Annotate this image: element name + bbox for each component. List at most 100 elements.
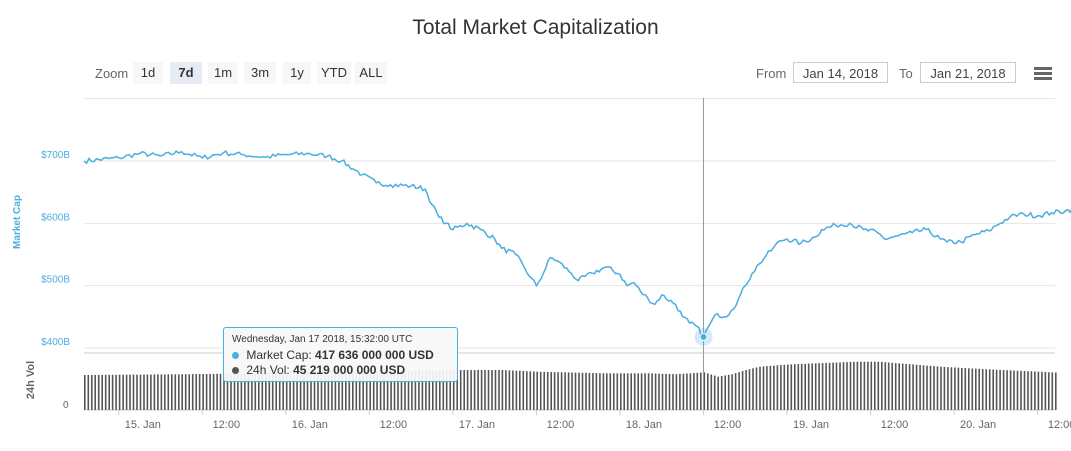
volume-bar	[84, 375, 86, 410]
volume-bar	[776, 365, 779, 410]
grid-lines	[84, 98, 1055, 411]
volume-bar	[456, 370, 458, 410]
volume-bar	[1048, 372, 1050, 410]
zoom-button-1m[interactable]: 1m	[208, 62, 238, 84]
volume-bar	[209, 373, 211, 410]
tooltip-market-cap-label: Market Cap:	[246, 348, 312, 362]
volume-bar	[480, 370, 483, 410]
volume-bar	[501, 370, 504, 410]
volume-bar	[908, 364, 911, 410]
volume-bar	[731, 374, 733, 410]
volume-bar	[414, 370, 417, 410]
volume-bar	[258, 373, 260, 410]
volume-bar	[184, 374, 187, 410]
volume-bar	[679, 373, 681, 410]
volume-axis-title: 24h Vol	[25, 361, 37, 399]
volume-bar	[783, 364, 786, 410]
volume-bar	[588, 372, 591, 410]
y-tick-label: $700B	[41, 150, 70, 161]
volume-bar	[519, 370, 521, 410]
volume-bar	[522, 371, 525, 410]
volume-bar	[491, 370, 493, 410]
volume-bar	[700, 372, 702, 410]
hamburger-menu-icon[interactable]	[1034, 67, 1052, 81]
volume-bar	[727, 374, 730, 410]
volume-bar	[849, 361, 852, 410]
volume-bar	[599, 373, 601, 410]
volume-bar	[157, 374, 159, 410]
volume-bar	[546, 371, 549, 410]
x-tick-label: 19. Jan	[793, 419, 829, 431]
volume-bar	[971, 368, 974, 410]
volume-bar	[717, 376, 719, 410]
volume-bar	[494, 370, 497, 410]
zoom-button-7d[interactable]: 7d	[170, 62, 202, 84]
volume-bar	[846, 362, 848, 410]
market-cap-dot-icon	[232, 352, 239, 360]
tooltip-market-cap-row: Market Cap: 417 636 000 000 USD	[232, 348, 449, 363]
zoom-button-3m[interactable]: 3m	[244, 62, 276, 84]
volume-bar	[814, 363, 817, 410]
volume-bar	[306, 371, 309, 410]
volume-bar	[452, 370, 455, 410]
volume-bar	[1051, 372, 1054, 410]
zoom-button-all[interactable]: ALL	[355, 62, 387, 84]
volume-bar	[1034, 371, 1036, 410]
volume-bar	[129, 374, 131, 410]
volume-bar	[223, 373, 225, 411]
volume-bar	[957, 367, 960, 410]
volume-bar	[536, 371, 538, 410]
x-tick-label: 12:00	[213, 419, 241, 431]
volume-bar	[741, 371, 744, 410]
volume-bar	[828, 362, 831, 410]
volume-bar	[115, 374, 117, 411]
x-tick-label: 18. Jan	[626, 419, 662, 431]
volume-bar	[435, 370, 438, 410]
volume-bar	[881, 361, 883, 410]
volume-bar	[178, 374, 180, 411]
zoom-button-1d[interactable]: 1d	[133, 62, 163, 84]
volume-bar	[707, 373, 709, 410]
volume-bar	[623, 373, 625, 410]
volume-bar	[265, 373, 267, 410]
volume-bar	[995, 369, 998, 410]
volume-bar	[261, 373, 264, 410]
volume-bar	[981, 369, 984, 410]
volume-bar	[125, 374, 128, 410]
volume-bar	[108, 374, 110, 410]
x-tick-label: 12:00	[714, 419, 742, 431]
volume-bar	[926, 365, 928, 410]
volume-bar	[790, 364, 793, 410]
y-tick-label: $400B	[41, 337, 70, 348]
volume-bar	[842, 362, 845, 410]
volume-bar	[425, 370, 427, 410]
volume-bar	[950, 367, 953, 410]
volume-bar	[720, 376, 723, 410]
volume-bar	[254, 373, 257, 410]
range-to-input[interactable]: Jan 21, 2018	[920, 62, 1016, 83]
range-from-input[interactable]: Jan 14, 2018	[793, 62, 888, 83]
volume-bar	[198, 374, 201, 410]
volume-bar	[856, 361, 859, 410]
volume-bar	[835, 362, 838, 410]
volume-bar	[686, 373, 688, 410]
volume-bar	[985, 369, 987, 410]
volume-bar	[887, 362, 890, 410]
volume-bar	[870, 361, 873, 410]
volume-bar	[515, 370, 518, 410]
volume-bar	[1044, 372, 1047, 410]
volume-bar	[606, 373, 608, 410]
volume-bar	[898, 363, 900, 410]
volume-bar	[313, 370, 316, 410]
volume-bar	[811, 363, 813, 410]
zoom-button-1y[interactable]: 1y	[283, 62, 311, 84]
volume-bar	[654, 373, 657, 410]
volume-bar	[807, 363, 810, 410]
volume-bar	[1013, 370, 1015, 410]
volume-bar	[139, 374, 142, 410]
volume-bar	[432, 370, 434, 410]
zoom-button-ytd[interactable]: YTD	[317, 62, 351, 84]
volume-bar	[508, 370, 511, 410]
volume-bar	[936, 366, 939, 410]
